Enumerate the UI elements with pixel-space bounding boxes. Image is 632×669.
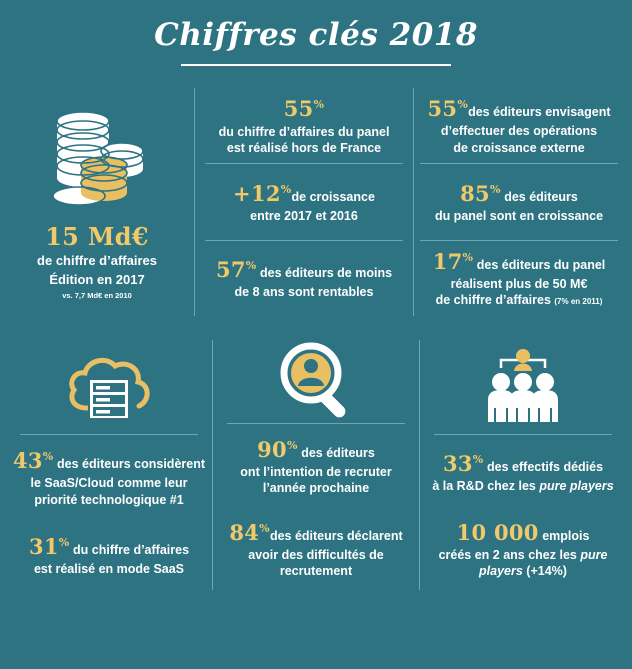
stat-cell-hiring-intent: 90% des éditeurs ont l’intention de recr… [213,424,419,507]
revenue-line1: de chiffre d’affaires [37,252,157,268]
cloud-server-icon [63,340,155,432]
stat-line3: l’année prochaine [262,481,370,496]
top-section: 15 Md€ de chiffre d’affaires Édition en … [0,88,632,317]
stat-value: 55% [427,96,469,122]
stat-cell-jobs-created: 10 000 emplois créés en 2 ans chez les p… [420,507,626,590]
divider [20,434,198,436]
stat-value: 43% [12,448,54,474]
stat-value: 31% [28,533,70,559]
stat-line2: du panel sont en croissance [434,208,604,223]
stat-line3: de croissance externe [453,140,585,155]
stat-line2: réalisent plus de 50 M€ [450,276,588,291]
stat-value: 33% [442,450,484,476]
stat-note: (7% en 2011) [554,297,603,307]
stat-cell-saas-revenue: 31% du chiffre d’affaires est réalisé en… [6,518,212,590]
stat-line1: des éditeurs déclarent [269,528,403,543]
stat-line2: d’effectuer des opérations [440,124,598,139]
revenue-line2: Édition en 2017 [49,271,145,287]
stat-line1: des éditeurs du panel [476,257,606,272]
stat-line2-post: (+14%) [522,564,567,579]
stat-line1: des éditeurs [301,445,375,460]
header: Chiffres clés 2018 [0,0,632,67]
stat-line3: recrutement [279,564,353,579]
stat-cell-growth-rate: +12%de croissance entre 2017 et 2016 [205,163,403,239]
bottom-section: 43% des éditeurs considèrent le SaaS/Clo… [0,340,632,591]
stat-cell-export-revenue: 55% du chiffre d’affaires du panel est r… [205,88,403,163]
stat-cell-revenue-over-50m: 17% des éditeurs du panel réalisent plus… [420,239,618,316]
stat-line1-emphasis: pure [580,547,608,562]
stat-line1: créés en 2 ans chez les [438,547,581,562]
stat-value: 10 000 [456,519,539,545]
revenue-note: vs. 7,7 Md€ en 2010 [62,291,132,301]
stat-line1: des éditeurs considèrent [57,457,206,472]
stats-column-right: 55%des éditeurs envisagent d’effectuer d… [413,88,624,317]
stat-line2: le SaaS/Cloud comme leur [30,476,188,491]
stat-value: 55% [283,95,325,121]
stat-line1: de croissance [291,189,375,204]
stat-label: emplois [542,528,590,543]
stat-line2: de 8 ans sont rentables [234,285,374,300]
stat-value: 84% [229,519,270,545]
stats-grid: 55% du chiffre d’affaires du panel est r… [194,88,624,317]
stat-cell-hiring-difficulty: 84%des éditeurs déclarent avoir des diff… [213,507,419,590]
stat-line2: est réalisé en mode SaaS [33,561,185,576]
stats-column-middle: 55% du chiffre d’affaires du panel est r… [195,88,413,316]
coin-stacks-icon [49,104,145,210]
stat-cell-growing-publishers: 85% des éditeurs du panel sont en croiss… [420,163,618,239]
stat-value: 57% [215,257,257,283]
stat-line2-pre: à la R&D chez les [432,478,540,493]
stat-line2: avoir des difficultés de [248,547,384,562]
divider [227,422,405,424]
bottom-column-workforce: 33% des effectifs dédiés à la R&D chez l… [419,340,626,591]
stat-line2-emphasis: players [479,564,523,579]
revenue-value: 15 Md€ [45,221,149,251]
stat-line2: entre 2017 et 2016 [250,208,358,223]
divider [434,434,612,436]
stat-cell-saas-priority: 43% des éditeurs considèrent le SaaS/Clo… [6,435,212,518]
page-title: Chiffres clés 2018 [154,17,478,53]
bottom-column-recruitment: 90% des éditeurs ont l’intention de recr… [212,340,419,591]
stat-line3: priorité technologique #1 [34,492,184,507]
stat-line1: des éditeurs de moins [260,266,393,281]
stat-value: 90% [257,436,298,462]
stat-value: +12% [233,180,292,206]
stat-line1: des effectifs dédiés [487,459,604,474]
stat-line2: est réalisé hors de France [226,141,382,156]
stat-line1: du chiffre d’affaires [73,542,190,557]
stat-line3: de chiffre d’affaires [435,293,551,308]
stat-cell-profitable-young: 57% des éditeurs de moins de 8 ans sont … [205,239,403,316]
stat-value: 85% [460,180,501,206]
stat-line2-emphasis: pure players [539,478,614,493]
bottom-column-cloud: 43% des éditeurs considèrent le SaaS/Clo… [6,340,212,590]
stat-line1: du chiffre d’affaires du panel [218,124,390,139]
stat-cell-external-growth: 55%des éditeurs envisagent d’effectuer d… [420,88,618,163]
stat-value: 17% [432,248,474,274]
stat-line2: ont l’intention de recruter [240,464,392,479]
stat-cell-rd-workforce: 33% des effectifs dédiés à la R&D chez l… [420,435,626,507]
title-underline [181,64,451,67]
stat-line1: des éditeurs [504,189,578,204]
stat-line1: des éditeurs envisagent [468,105,611,120]
revenue-block: 15 Md€ de chiffre d’affaires Édition en … [6,88,194,316]
org-chart-people-icon [473,340,573,432]
person-search-icon [273,340,359,421]
